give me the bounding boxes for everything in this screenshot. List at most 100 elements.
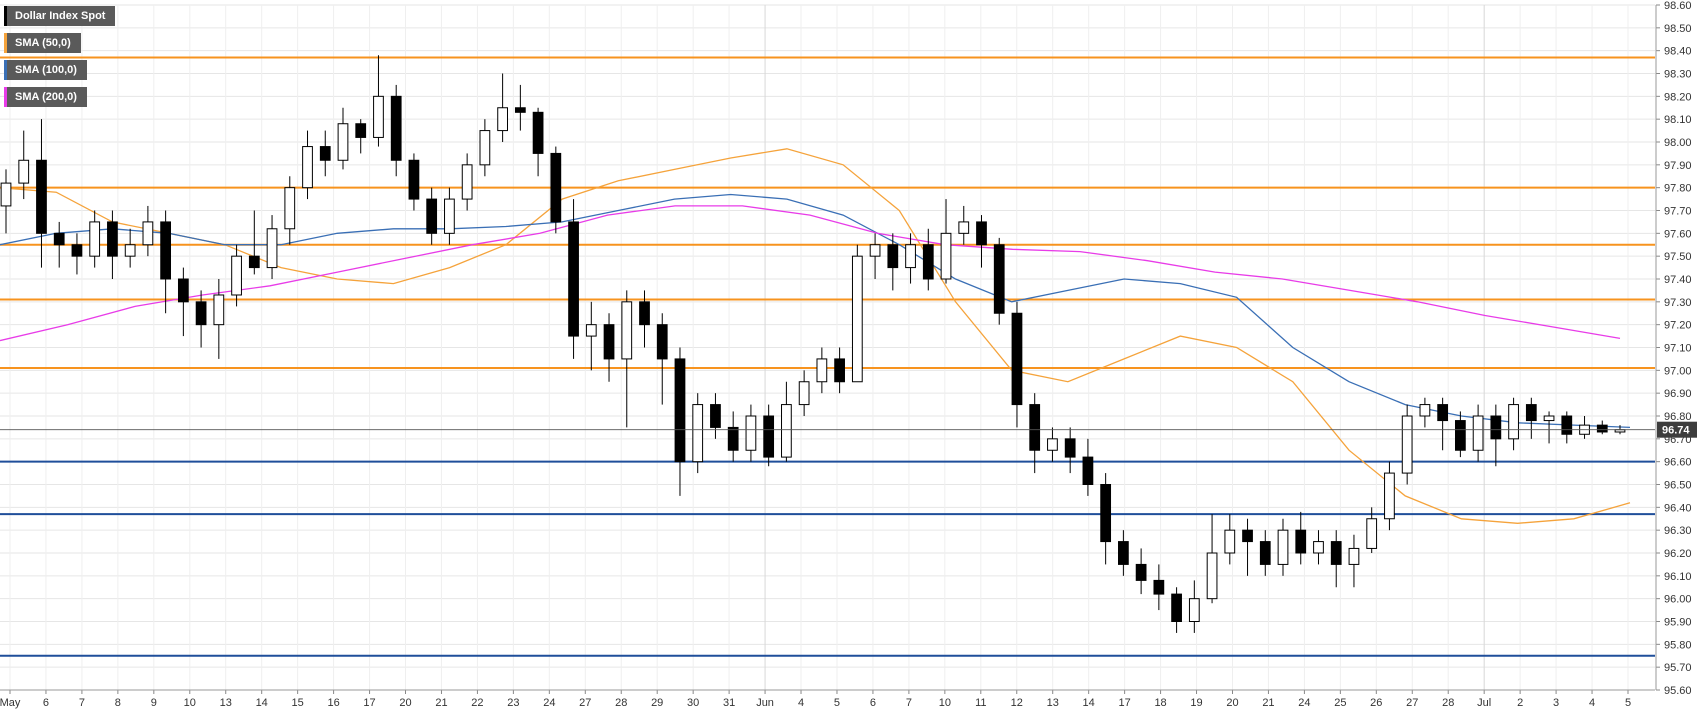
candle-down: [710, 404, 721, 428]
y-tick-label: 95.70: [1664, 662, 1692, 674]
x-tick-label: May: [0, 697, 21, 709]
y-tick-label: 98.60: [1664, 0, 1692, 12]
candle-down: [53, 232, 65, 246]
x-tick-label: 13: [220, 697, 232, 709]
x-tick-label: 20: [1226, 697, 1238, 709]
y-tick-label: 96.30: [1664, 525, 1692, 537]
candle-up: [1348, 547, 1360, 565]
legend-sma50[interactable]: SMA (50,0): [4, 33, 81, 53]
candle-down: [160, 221, 172, 280]
candle-up: [1206, 552, 1218, 600]
legend-sma200-label: SMA (200,0): [15, 91, 77, 103]
candle-down: [390, 95, 402, 161]
x-tick-label: 24: [1298, 697, 1310, 709]
y-tick-label: 95.90: [1664, 617, 1692, 629]
candle-up: [302, 146, 313, 189]
x-tick-label: 23: [507, 697, 519, 709]
y-tick-label: 96.10: [1664, 571, 1692, 583]
candle-up: [1047, 438, 1058, 451]
candle-up: [1313, 541, 1324, 554]
x-tick-label: 8: [115, 697, 121, 709]
y-tick-label: 98.40: [1664, 46, 1692, 58]
candle-down: [727, 426, 739, 451]
y-tick-label: 97.00: [1664, 365, 1692, 377]
x-tick-label: 10: [939, 697, 951, 709]
y-tick-label: 96.60: [1664, 457, 1692, 469]
x-tick-label: 30: [687, 697, 699, 709]
y-tick-label: 98.30: [1664, 69, 1692, 81]
candle-down: [514, 107, 526, 113]
x-tick-label: 21: [435, 697, 447, 709]
candle-down: [834, 358, 845, 383]
candle-up: [1472, 415, 1484, 451]
x-tick-label: 18: [1154, 697, 1166, 709]
y-tick-label: 97.70: [1664, 206, 1692, 218]
y-tick-label: 98.10: [1664, 114, 1692, 126]
candle-down: [1259, 541, 1271, 565]
candle-up: [479, 130, 491, 166]
x-tick-label: 17: [363, 697, 375, 709]
x-tick-label: Jun: [756, 697, 774, 709]
y-tick-label: 98.50: [1664, 23, 1692, 35]
candle-down: [1295, 529, 1307, 554]
candle-down: [426, 198, 438, 234]
candle-up: [958, 221, 970, 234]
candle-down: [922, 244, 934, 280]
candle-up: [1384, 472, 1395, 520]
candle-up: [231, 255, 242, 296]
x-tick-label: 14: [1083, 697, 1095, 709]
candle-down: [603, 324, 615, 360]
x-tick-label: 19: [1190, 697, 1202, 709]
candle-down: [887, 244, 899, 269]
y-tick-label: 95.80: [1664, 639, 1692, 651]
candle-down: [763, 415, 775, 458]
last-price-label: 96.74: [1662, 425, 1690, 437]
legend-sma100[interactable]: SMA (100,0): [4, 60, 87, 80]
y-tick-label: 95.60: [1664, 685, 1692, 697]
x-tick-label: 5: [1625, 697, 1631, 709]
candle-up: [1366, 518, 1378, 549]
candle-down: [71, 244, 83, 257]
candle-down: [248, 255, 260, 269]
candle-down: [1454, 420, 1466, 451]
y-tick-label: 98.00: [1664, 137, 1692, 149]
candle-up: [213, 294, 225, 326]
sma50-swatch: [4, 33, 7, 53]
y-tick-label: 96.20: [1664, 548, 1692, 560]
x-tick-label: 9: [151, 697, 157, 709]
y-tick-label: 96.90: [1664, 388, 1692, 400]
candle-down: [568, 221, 579, 337]
sma200-swatch: [4, 87, 7, 107]
candle-down: [1082, 456, 1094, 486]
candle-up: [621, 301, 633, 360]
last-price-badge: [1657, 421, 1697, 438]
y-tick-label: 96.00: [1664, 594, 1692, 606]
candle-down: [319, 146, 331, 161]
candle-up: [869, 244, 881, 257]
candle-down: [993, 244, 1005, 314]
x-tick-label: 4: [798, 697, 804, 709]
sma200-line: [0, 205, 1621, 342]
x-tick-label: 11: [975, 697, 986, 709]
legend-sma100-label: SMA (100,0): [15, 64, 77, 76]
candle-down: [532, 111, 544, 154]
x-tick-label: 22: [471, 697, 483, 709]
y-tick-label: 97.40: [1664, 274, 1692, 286]
x-tick-label: 27: [1406, 697, 1418, 709]
candle-up: [497, 107, 508, 132]
candle-up: [940, 232, 952, 280]
candle-up: [1277, 529, 1289, 565]
candle-down: [1171, 593, 1182, 622]
candle-up: [781, 404, 792, 458]
candle-down: [355, 123, 367, 138]
x-tick-label: 28: [615, 697, 627, 709]
legend-instrument[interactable]: Dollar Index Spot: [4, 6, 116, 26]
candle-down: [1437, 404, 1449, 422]
candle-up: [373, 95, 384, 138]
candle-up: [851, 255, 863, 383]
legend-sma200[interactable]: SMA (200,0): [4, 87, 87, 107]
candle-up: [816, 358, 828, 383]
x-tick-label: 29: [651, 697, 663, 709]
